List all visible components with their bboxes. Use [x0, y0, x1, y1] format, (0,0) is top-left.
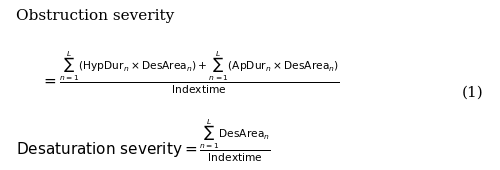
- Text: (1): (1): [462, 85, 483, 99]
- Text: $= \frac{\sum_{n=1}^{L}(\mathrm{HypDur}_{n} \times \mathrm{DesArea}_{n}) + \sum_: $= \frac{\sum_{n=1}^{L}(\mathrm{HypDur}_…: [41, 49, 340, 96]
- Text: $\mathrm{Desaturation\ severity} = \frac{\sum_{n=1}^{L}\mathrm{DesArea}_{n}}{\ma: $\mathrm{Desaturation\ severity} = \frac…: [16, 118, 271, 164]
- Text: Obstruction severity: Obstruction severity: [16, 9, 174, 23]
